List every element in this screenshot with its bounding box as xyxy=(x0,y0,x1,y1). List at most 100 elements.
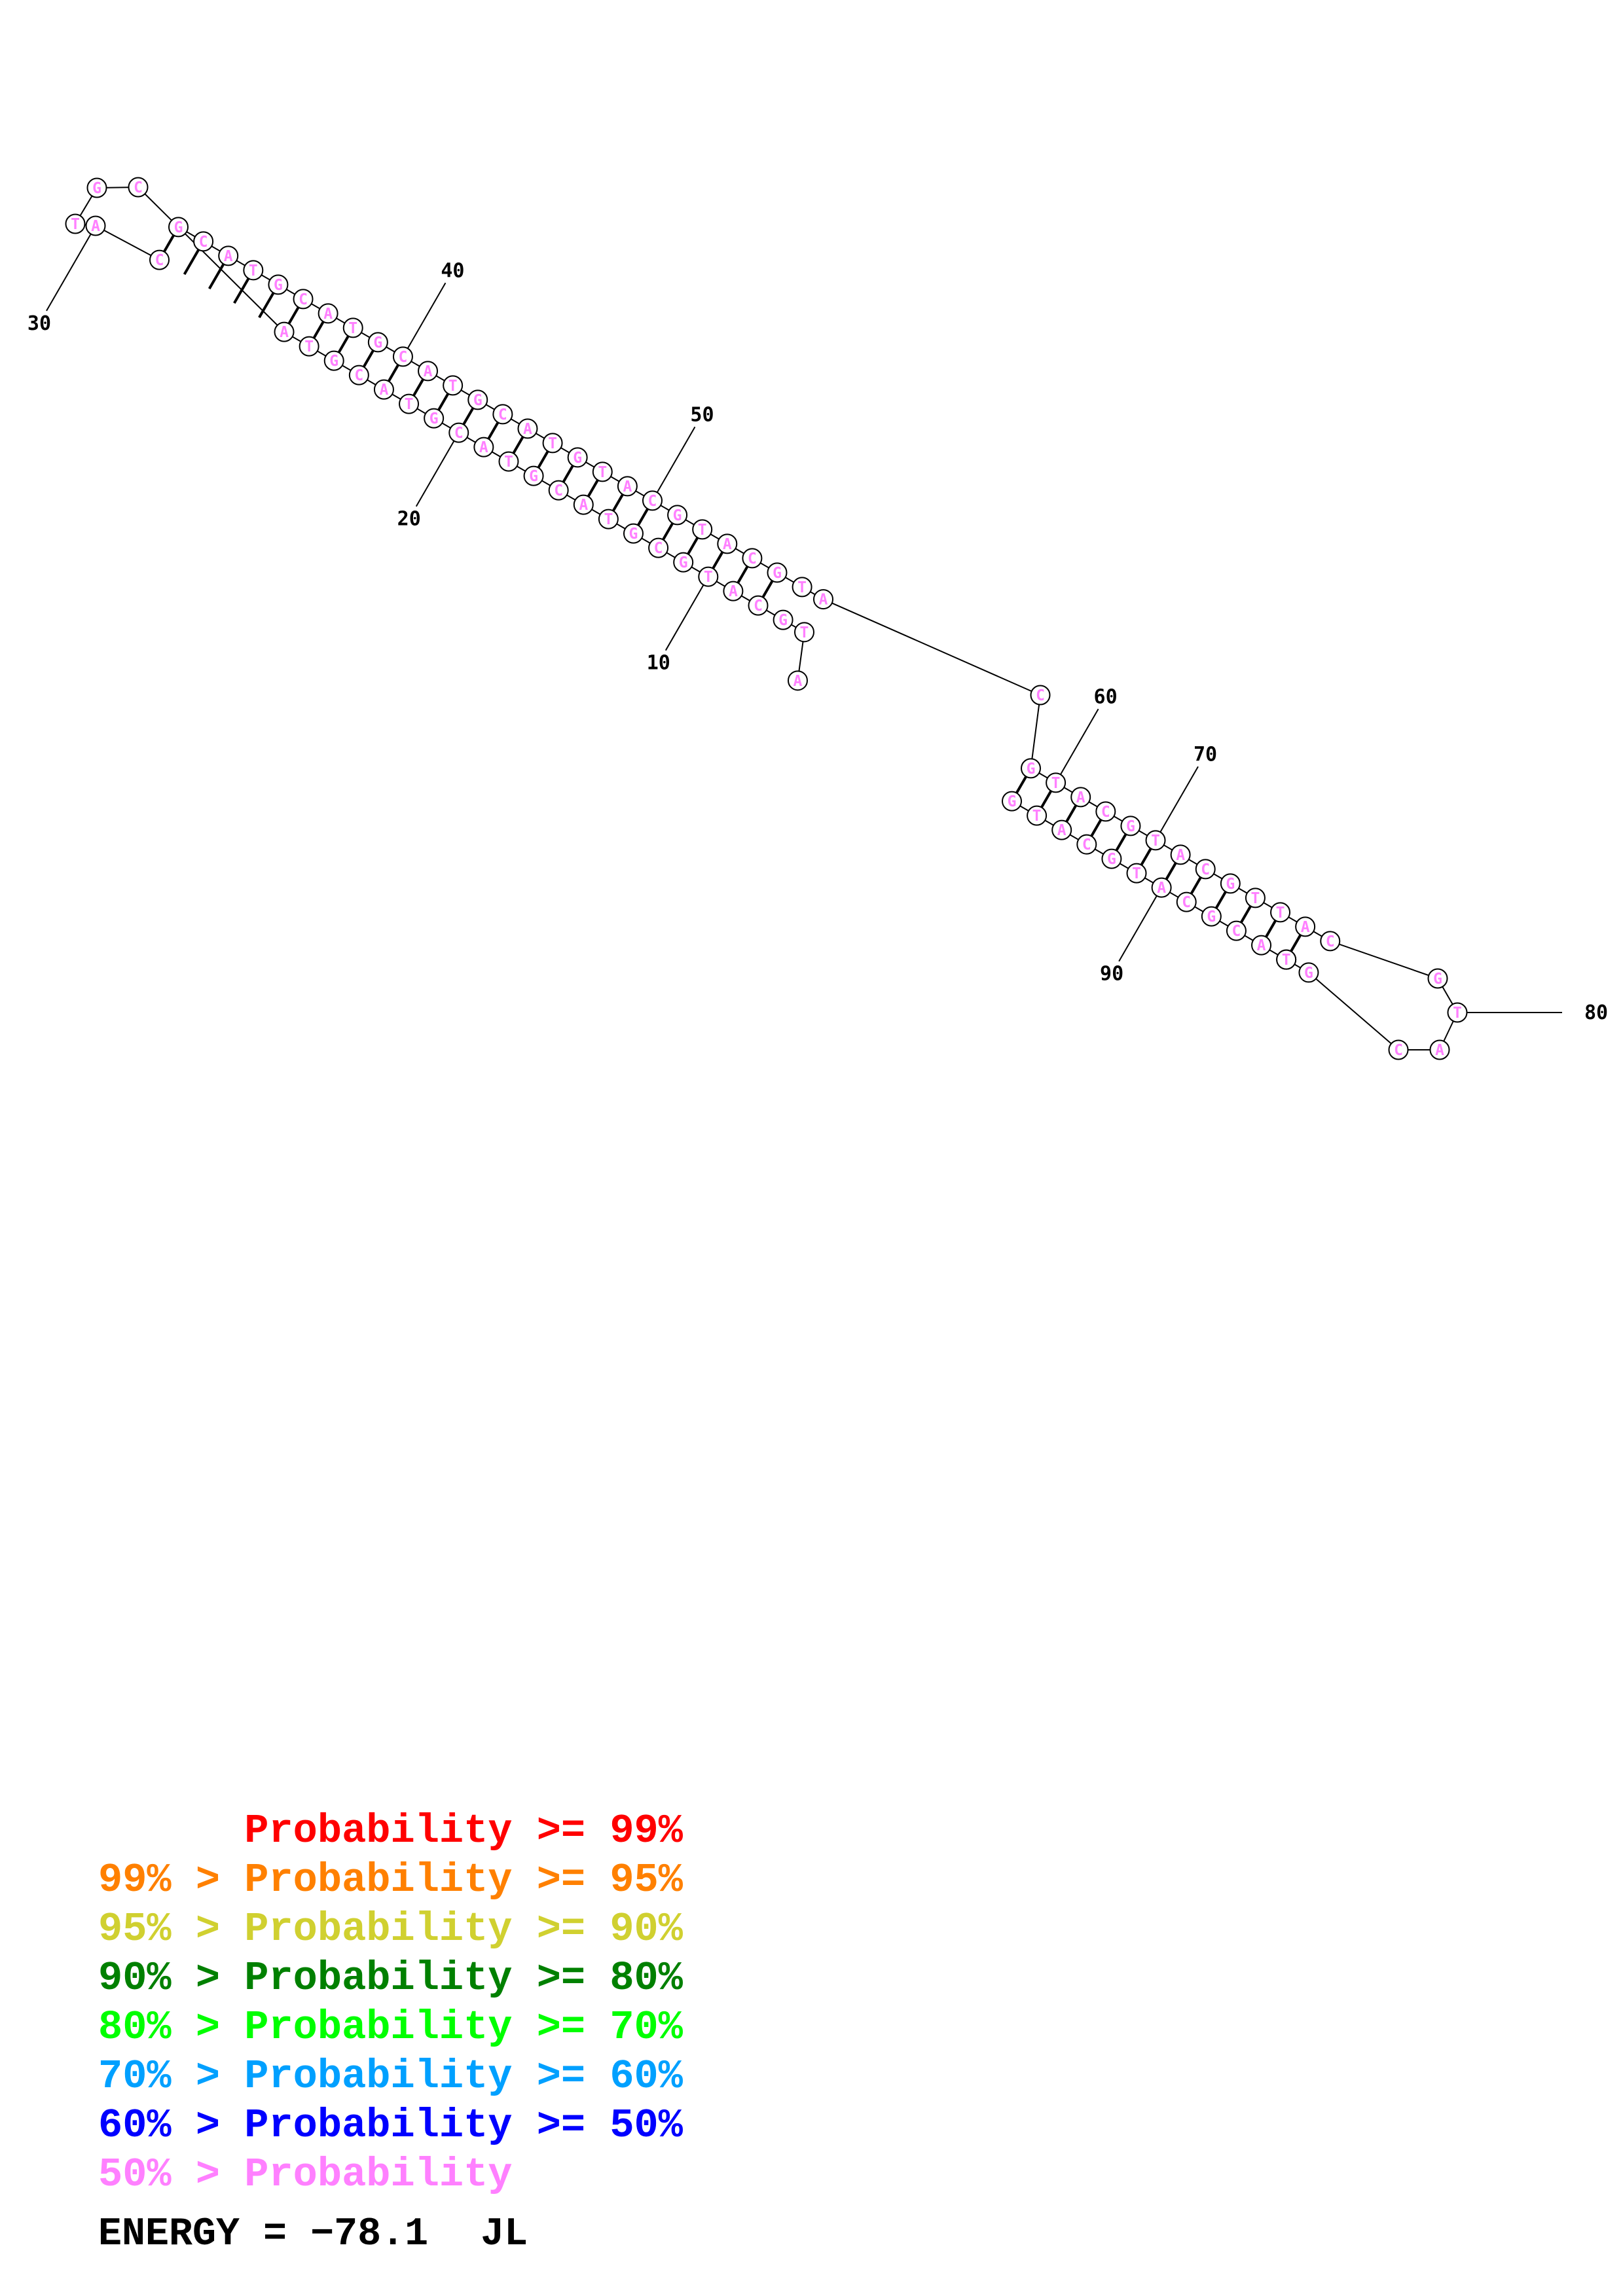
position-ticks: 10 20 30 40 50 60 70 80 90 xyxy=(27,234,1608,1024)
base-letter: G xyxy=(1008,793,1017,810)
base-letter: G xyxy=(1207,908,1216,925)
backbone-segment xyxy=(137,187,285,332)
base-letter: G xyxy=(274,277,283,294)
legend-text: Probability >= 50% xyxy=(244,2102,683,2149)
base-letter: C xyxy=(648,493,657,510)
base-letter: A xyxy=(819,592,828,609)
base: A xyxy=(274,321,295,342)
base: T xyxy=(1126,863,1147,884)
base-letter: C xyxy=(554,482,563,499)
base-letter: G xyxy=(329,353,338,370)
legend-prefix: 50% > xyxy=(98,2151,245,2198)
base-letter: G xyxy=(1433,971,1442,988)
base-letter: G xyxy=(679,554,688,571)
position-tick xyxy=(1118,895,1158,962)
position-label: 60 xyxy=(1094,685,1118,708)
base-letter: A xyxy=(1057,822,1067,839)
base-letter: A xyxy=(1076,789,1085,806)
base: C xyxy=(128,177,149,198)
base: G xyxy=(773,609,793,630)
legend-line: 70% > Probability >= 60% xyxy=(98,2052,683,2101)
base: C xyxy=(1030,685,1051,706)
base-letter: G xyxy=(174,219,183,236)
base: T xyxy=(399,393,420,414)
legend-line: 90% > Probability >= 80% xyxy=(98,1954,683,2003)
base-letter: T xyxy=(698,522,707,539)
base: T xyxy=(498,451,519,472)
base-letter: A xyxy=(793,673,803,690)
base: A xyxy=(1070,787,1091,808)
base: T xyxy=(542,433,563,454)
base-letter: T xyxy=(405,396,414,413)
base-letter: C xyxy=(155,252,164,269)
base-letter: C xyxy=(748,550,757,567)
base-letter: C xyxy=(354,367,363,384)
legend-text: Probability >= 90% xyxy=(244,1906,683,1952)
base: T xyxy=(1145,830,1166,851)
position-label: 30 xyxy=(27,312,51,335)
base-letter: T xyxy=(249,262,258,279)
base: A xyxy=(1295,916,1316,937)
base-letter: C xyxy=(299,291,308,308)
base-letter: C xyxy=(1082,836,1091,853)
base-letter: C xyxy=(1201,861,1210,878)
base-letter: C xyxy=(399,349,408,366)
base: C xyxy=(193,231,214,252)
base-letter: T xyxy=(1051,775,1061,792)
base-letter: G xyxy=(778,612,788,629)
base-letter: T xyxy=(604,511,613,528)
energy-value: −78.1 xyxy=(310,2212,429,2257)
base-letter: G xyxy=(1107,851,1116,868)
base: T xyxy=(698,566,719,587)
position-tick xyxy=(665,584,704,651)
base: G xyxy=(1298,962,1319,983)
base-letter: G xyxy=(1027,761,1036,778)
base: G xyxy=(567,447,588,468)
base-letter: T xyxy=(304,338,314,355)
base: T xyxy=(1447,1002,1468,1023)
base: T xyxy=(1245,888,1266,908)
backbone-segment xyxy=(1030,694,1041,769)
position-tick xyxy=(1059,708,1099,775)
base-letter: G xyxy=(92,180,101,197)
base-letter: T xyxy=(797,579,807,596)
energy-readout: ENERGY = −78.1 JL xyxy=(98,2212,528,2257)
legend-text: Probability >= 99% xyxy=(244,1808,683,1854)
base: T xyxy=(443,375,464,396)
backbone-segment xyxy=(1308,972,1399,1050)
base: G xyxy=(1101,848,1122,869)
base-letter: G xyxy=(773,565,782,582)
base-letter: C xyxy=(1394,1042,1403,1059)
position-label: 80 xyxy=(1584,1001,1608,1024)
base: G xyxy=(673,552,694,573)
position-label: 50 xyxy=(690,403,714,426)
base: G xyxy=(467,389,488,410)
base: T xyxy=(692,519,713,540)
base: T xyxy=(299,336,319,357)
backbone xyxy=(75,187,1458,1050)
base: C xyxy=(348,365,369,386)
legend-prefix: 90% > xyxy=(98,1955,245,2001)
base: C xyxy=(548,480,569,501)
base-letter: A xyxy=(380,382,389,399)
base-letter: T xyxy=(504,454,513,471)
base: A xyxy=(573,494,594,515)
base: C xyxy=(492,404,513,425)
legend-line: 95% > Probability >= 90% xyxy=(98,1905,683,1954)
base: G xyxy=(1201,906,1222,927)
base: A xyxy=(218,245,239,266)
base: T xyxy=(598,509,619,529)
base: G xyxy=(1220,873,1241,894)
base: T xyxy=(243,260,264,281)
base-letter: C xyxy=(498,406,507,423)
base: A xyxy=(1051,819,1072,840)
base-letter: C xyxy=(1101,804,1110,821)
base-letter: T xyxy=(1453,1005,1462,1022)
legend-text: Probability >= 70% xyxy=(244,2004,683,2051)
base: C xyxy=(648,537,669,558)
position-label: 90 xyxy=(1100,963,1123,986)
base-letter: G xyxy=(373,334,382,351)
base-letter: G xyxy=(573,450,582,467)
base: G xyxy=(424,408,445,429)
base-letter: G xyxy=(429,410,439,427)
